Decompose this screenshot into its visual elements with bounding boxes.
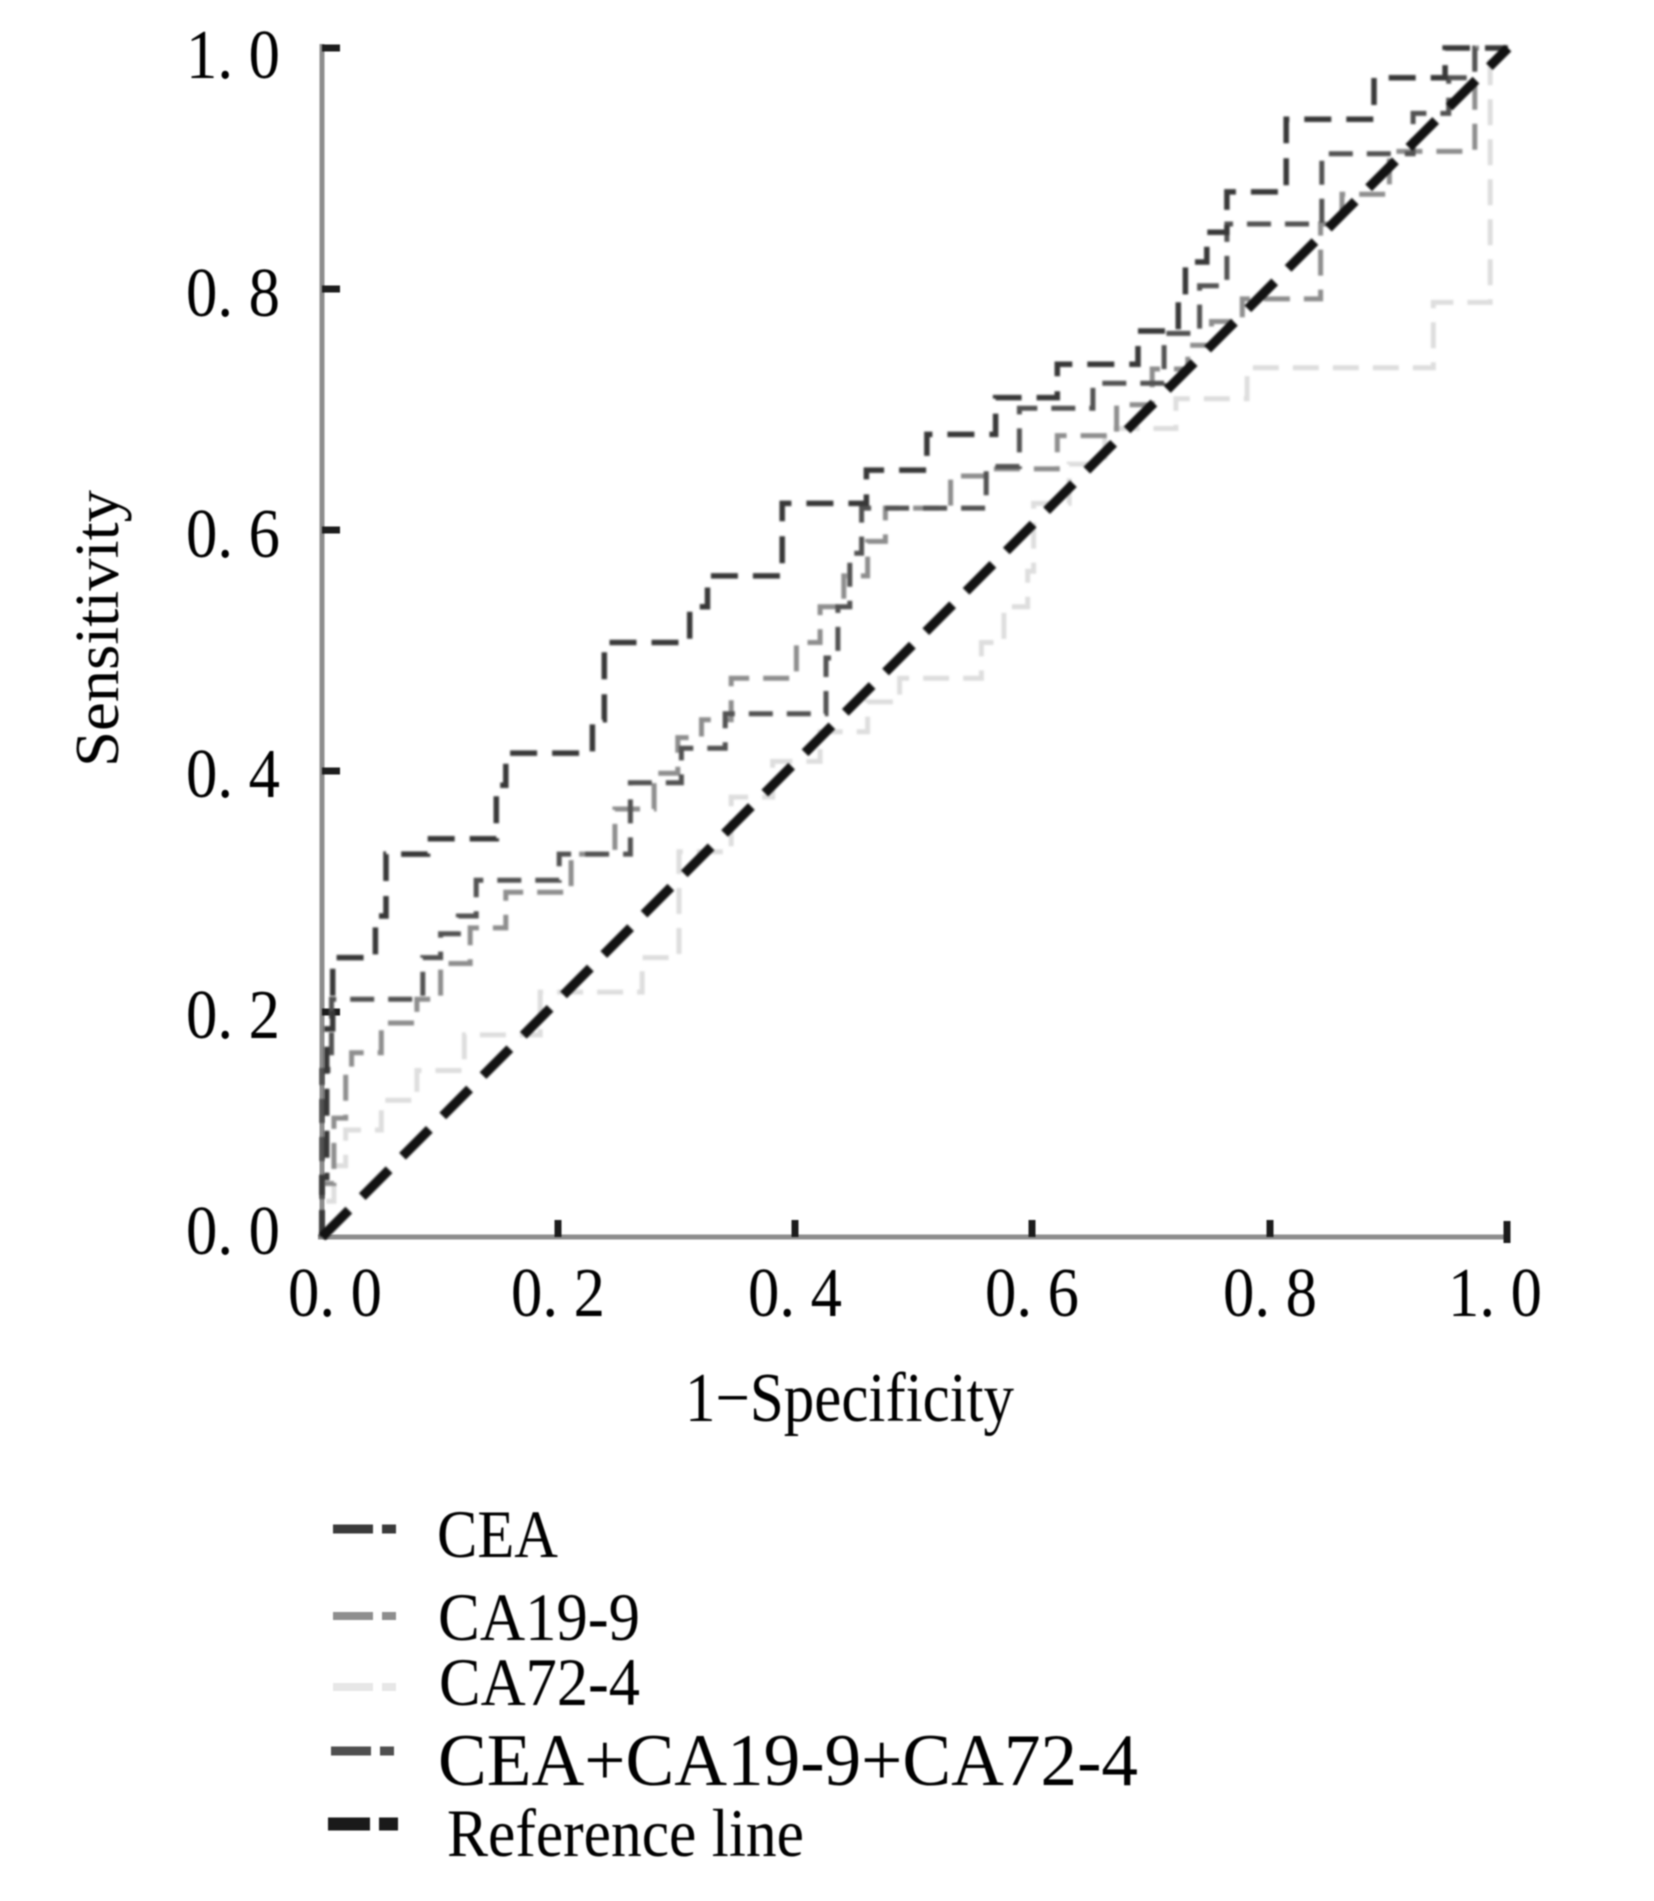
svg-text:0. 2: 0. 2 — [511, 1255, 605, 1332]
svg-text:0. 0: 0. 0 — [186, 1193, 280, 1270]
svg-text:0. 4: 0. 4 — [748, 1255, 842, 1332]
svg-text:0. 0: 0. 0 — [288, 1255, 382, 1332]
svg-text:1. 0: 1. 0 — [1448, 1255, 1542, 1332]
svg-text:1−Specificity: 1−Specificity — [685, 1360, 1014, 1437]
svg-text:1. 0: 1. 0 — [186, 17, 280, 94]
svg-text:CEA: CEA — [437, 1496, 558, 1572]
svg-text:CEA+CA19-9+CA72-4: CEA+CA19-9+CA72-4 — [438, 1720, 1138, 1802]
svg-text:0. 8: 0. 8 — [186, 255, 280, 332]
svg-text:0. 6: 0. 6 — [186, 496, 280, 573]
svg-text:Reference line: Reference line — [447, 1795, 804, 1871]
svg-text:0. 6: 0. 6 — [985, 1255, 1079, 1332]
svg-text:CA72-4: CA72-4 — [439, 1644, 640, 1720]
svg-text:0. 2: 0. 2 — [186, 977, 280, 1054]
svg-text:CA19-9: CA19-9 — [438, 1579, 640, 1655]
svg-text:0. 4: 0. 4 — [186, 736, 280, 813]
svg-text:0. 8: 0. 8 — [1223, 1255, 1317, 1332]
svg-text:Sensitivity: Sensitivity — [64, 490, 132, 767]
